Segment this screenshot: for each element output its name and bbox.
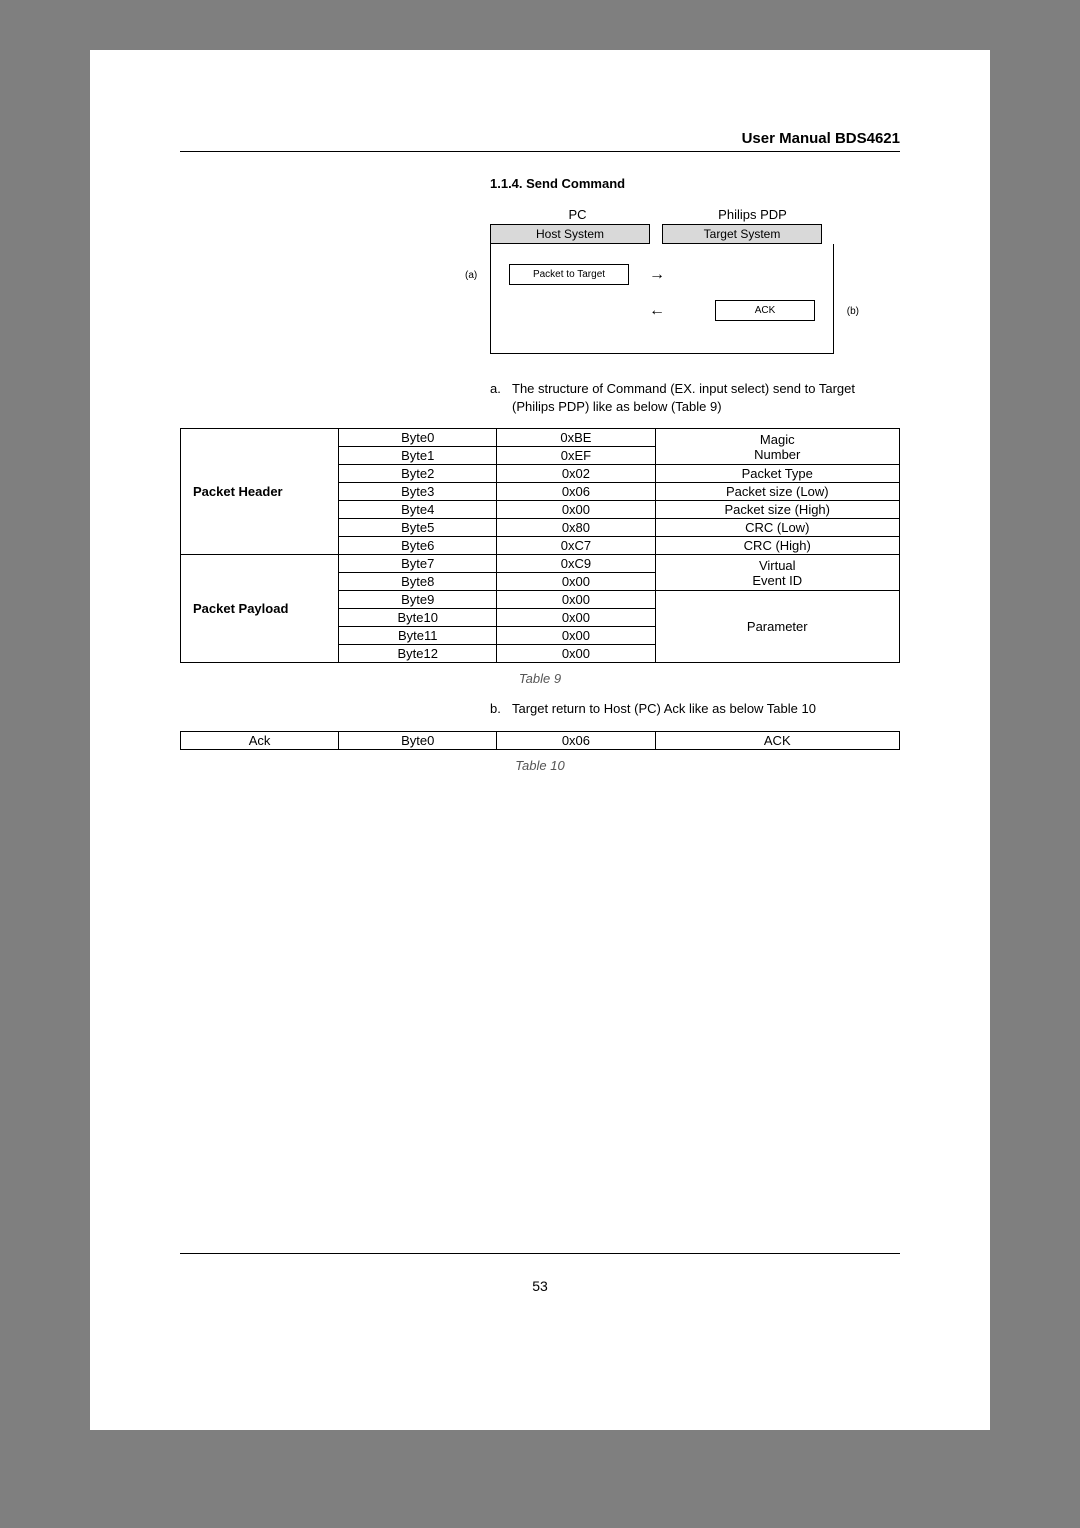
send-command-diagram: PC Philips PDP Host System Target System…: [490, 205, 840, 354]
cell: 0x00: [497, 573, 655, 591]
diagram-label-a: (a): [465, 270, 477, 281]
header-title: User Manual BDS4621: [180, 130, 900, 151]
diagram-col1-title: PC: [498, 205, 658, 224]
cell: Byte6: [339, 537, 497, 555]
diagram-packet-box: Packet to Target: [509, 264, 629, 285]
diagram-ack-box: ACK: [715, 300, 815, 321]
table-row: Ack Byte0 0x06 ACK: [181, 731, 900, 749]
diagram-col1-sub: Host System: [490, 224, 650, 244]
cell: Byte8: [339, 573, 497, 591]
cell: ACK: [655, 731, 899, 749]
cell: 0xBE: [497, 429, 655, 447]
cell: VirtualEvent ID: [655, 555, 899, 591]
cell: 0x06: [497, 483, 655, 501]
cell: Byte4: [339, 501, 497, 519]
arrow-right-icon: [649, 266, 665, 284]
cell: Byte9: [339, 591, 497, 609]
table-9: Packet Header Byte0 0xBE MagicNumber Byt…: [180, 428, 900, 663]
cell: 0x00: [497, 609, 655, 627]
table-10-caption: Table 10: [180, 758, 900, 773]
cell: Byte0: [339, 731, 497, 749]
cell: Packet size (Low): [655, 483, 899, 501]
cell: Byte0: [339, 429, 497, 447]
cell: 0x00: [497, 501, 655, 519]
cell: Parameter: [655, 591, 899, 663]
table-row: Packet Payload Byte7 0xC9 VirtualEvent I…: [181, 555, 900, 573]
cell: 0x00: [497, 591, 655, 609]
cell: 0x00: [497, 627, 655, 645]
section-heading: 1.1.4. Send Command: [490, 176, 900, 191]
footer-rule: [180, 1253, 900, 1254]
diagram-col2-title: Philips PDP: [673, 205, 833, 224]
cell: 0x06: [497, 731, 655, 749]
cell: 0x80: [497, 519, 655, 537]
cell: CRC (Low): [655, 519, 899, 537]
cell: Packet size (High): [655, 501, 899, 519]
cell: Byte2: [339, 465, 497, 483]
cell: Byte11: [339, 627, 497, 645]
para-b-letter: b.: [490, 700, 512, 718]
cell: Byte3: [339, 483, 497, 501]
cell: MagicNumber: [655, 429, 899, 465]
cell: 0xC7: [497, 537, 655, 555]
para-a-text: The structure of Command (EX. input sele…: [512, 380, 900, 416]
cell: Byte7: [339, 555, 497, 573]
cell: Ack: [181, 731, 339, 749]
cell: 0x00: [497, 645, 655, 663]
cell: 0xEF: [497, 447, 655, 465]
table-9-caption: Table 9: [180, 671, 900, 686]
packet-header-label: Packet Header: [181, 429, 339, 555]
document-page: User Manual BDS4621 1.1.4. Send Command …: [90, 50, 990, 1430]
table-10: Ack Byte0 0x06 ACK: [180, 731, 900, 750]
cell: Byte1: [339, 447, 497, 465]
header-rule: [180, 151, 900, 152]
packet-payload-label: Packet Payload: [181, 555, 339, 663]
table-row: Packet Header Byte0 0xBE MagicNumber: [181, 429, 900, 447]
cell: 0xC9: [497, 555, 655, 573]
cell: Byte10: [339, 609, 497, 627]
cell: 0x02: [497, 465, 655, 483]
cell: Packet Type: [655, 465, 899, 483]
diagram-label-b: (b): [847, 306, 859, 317]
cell: CRC (High): [655, 537, 899, 555]
cell: Byte5: [339, 519, 497, 537]
diagram-col2-sub: Target System: [662, 224, 822, 244]
page-number: 53: [180, 1278, 900, 1294]
arrow-left-icon: [649, 302, 665, 320]
paragraph-a: a. The structure of Command (EX. input s…: [490, 380, 900, 416]
para-a-letter: a.: [490, 380, 512, 416]
para-b-text: Target return to Host (PC) Ack like as b…: [512, 700, 816, 718]
cell: Byte12: [339, 645, 497, 663]
paragraph-b: b. Target return to Host (PC) Ack like a…: [490, 700, 900, 718]
